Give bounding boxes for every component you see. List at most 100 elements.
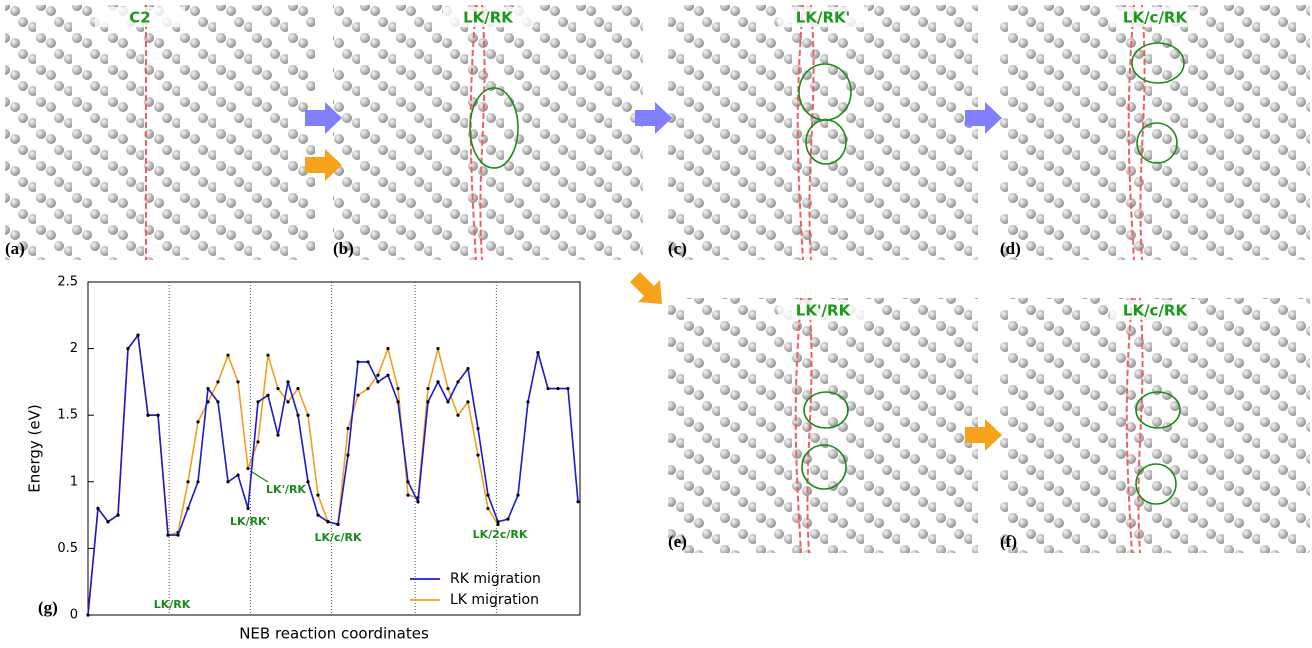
data-point bbox=[446, 387, 449, 390]
data-point bbox=[256, 400, 259, 403]
panel-label: (b) bbox=[333, 239, 354, 258]
annotation: LK/RK' bbox=[230, 515, 270, 528]
data-point bbox=[296, 387, 299, 390]
panel-label: (f) bbox=[1000, 532, 1017, 551]
figure: C2(a)LK/RK(b)LK/RK'(c)LK/c/RK(d)LK'/RK(e… bbox=[0, 0, 1312, 644]
data-point bbox=[336, 523, 339, 526]
atom-lattice bbox=[1000, 298, 1310, 553]
series-line bbox=[88, 335, 498, 615]
panel-label: (d) bbox=[1000, 239, 1021, 258]
orange-arrow bbox=[630, 272, 662, 304]
annotation: LK/RK bbox=[154, 598, 191, 611]
data-point bbox=[266, 394, 269, 397]
legend-label: LK migration bbox=[450, 592, 539, 608]
data-point bbox=[456, 414, 459, 417]
data-point bbox=[196, 420, 199, 423]
data-point bbox=[306, 480, 309, 483]
data-point bbox=[566, 387, 569, 390]
data-point bbox=[466, 367, 469, 370]
annotation: LK/2c/RK bbox=[473, 528, 528, 541]
data-point bbox=[196, 480, 199, 483]
data-point bbox=[186, 507, 189, 510]
data-point bbox=[236, 380, 239, 383]
data-point bbox=[396, 387, 399, 390]
data-point bbox=[246, 507, 249, 510]
data-point bbox=[346, 427, 349, 430]
y-tick-label: 2.5 bbox=[57, 275, 78, 290]
panel-title: LK/RK bbox=[463, 9, 514, 27]
data-point bbox=[476, 454, 479, 457]
data-point bbox=[406, 480, 409, 483]
data-point bbox=[166, 533, 169, 536]
legend-label: RK migration bbox=[450, 571, 541, 587]
data-point bbox=[356, 360, 359, 363]
panel-title: LK/RK' bbox=[796, 9, 850, 27]
data-point bbox=[516, 494, 519, 497]
data-point bbox=[96, 507, 99, 510]
data-point bbox=[356, 394, 359, 397]
data-point bbox=[476, 427, 479, 430]
atom-lattice bbox=[668, 5, 978, 260]
data-point bbox=[546, 387, 549, 390]
annotation: LK/c/RK bbox=[314, 531, 362, 544]
data-point bbox=[366, 360, 369, 363]
atom-lattice bbox=[333, 5, 643, 260]
data-point bbox=[306, 414, 309, 417]
panel-label: (g) bbox=[38, 598, 58, 617]
data-point bbox=[366, 387, 369, 390]
data-point bbox=[156, 414, 159, 417]
data-point bbox=[496, 520, 499, 523]
data-point bbox=[446, 400, 449, 403]
data-point bbox=[216, 380, 219, 383]
data-point bbox=[506, 517, 509, 520]
plot-frame bbox=[88, 282, 580, 615]
data-point bbox=[136, 334, 139, 337]
panel-label: (c) bbox=[668, 239, 687, 258]
y-tick-label: 0 bbox=[70, 608, 78, 623]
data-point bbox=[386, 374, 389, 377]
structure-panels: C2(a)LK/RK(b)LK/RK'(c)LK/c/RK(d)LK'/RK(e… bbox=[5, 5, 1310, 553]
data-point bbox=[436, 380, 439, 383]
data-point bbox=[266, 354, 269, 357]
data-point bbox=[536, 351, 539, 354]
panel-title: LK/c/RK bbox=[1123, 302, 1189, 320]
data-point bbox=[426, 400, 429, 403]
panel-title: C2 bbox=[129, 9, 150, 27]
data-point bbox=[296, 414, 299, 417]
panel-title: LK/c/RK bbox=[1123, 9, 1189, 27]
data-point bbox=[376, 380, 379, 383]
data-point bbox=[556, 387, 559, 390]
data-point bbox=[436, 347, 439, 350]
data-point bbox=[206, 387, 209, 390]
data-point bbox=[256, 440, 259, 443]
data-point bbox=[346, 454, 349, 457]
data-point bbox=[126, 347, 129, 350]
annotation-arrow bbox=[252, 472, 268, 482]
data-point bbox=[526, 400, 529, 403]
data-point bbox=[116, 514, 119, 517]
data-point bbox=[226, 354, 229, 357]
data-point bbox=[176, 533, 179, 536]
x-axis-label: NEB reaction coordinates bbox=[239, 625, 429, 643]
data-point bbox=[326, 520, 329, 523]
data-point bbox=[236, 474, 239, 477]
data-point bbox=[186, 480, 189, 483]
data-point bbox=[216, 400, 219, 403]
data-point bbox=[286, 400, 289, 403]
data-point bbox=[106, 520, 109, 523]
data-point bbox=[226, 480, 229, 483]
page: C2(a)LK/RK(b)LK/RK'(c)LK/c/RK(d)LK'/RK(e… bbox=[0, 0, 1312, 648]
data-point bbox=[86, 613, 89, 616]
data-point bbox=[246, 467, 249, 470]
annotation: LK'/RK bbox=[266, 483, 306, 496]
data-point bbox=[146, 414, 149, 417]
data-point bbox=[416, 500, 419, 503]
y-tick-label: 1.5 bbox=[57, 408, 78, 423]
atom-lattice bbox=[668, 298, 978, 553]
panel-title: LK'/RK bbox=[796, 302, 852, 320]
data-point bbox=[286, 380, 289, 383]
data-point bbox=[426, 387, 429, 390]
data-point bbox=[486, 507, 489, 510]
data-point bbox=[276, 387, 279, 390]
